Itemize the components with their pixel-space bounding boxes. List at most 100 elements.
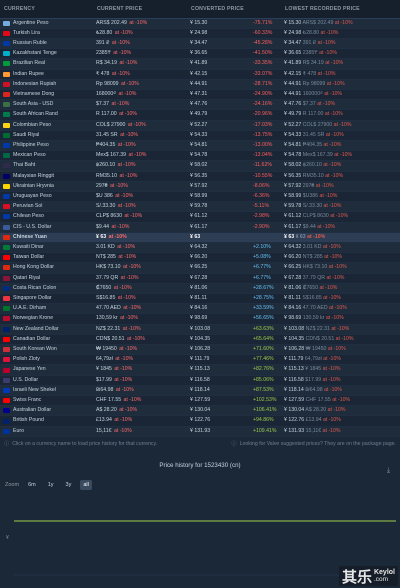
- currency-cell[interactable]: Qatari Riyal: [0, 273, 93, 284]
- currency-name-link[interactable]: Norwegian Krone: [13, 315, 54, 322]
- currency-cell[interactable]: South African Rand: [0, 109, 93, 121]
- table-row[interactable]: Kuwaiti Dinar 3.01 KD at -10% ¥ 64.32 +2.10…: [0, 242, 400, 254]
- currency-cell[interactable]: Hong Kong Dollar: [0, 262, 93, 274]
- currency-name-link[interactable]: Uruguayan Peso: [13, 192, 52, 199]
- currency-name-link[interactable]: Thai Baht: [13, 162, 36, 169]
- currency-cell[interactable]: Kazakhstani Tenge: [0, 48, 93, 60]
- currency-cell[interactable]: Argentine Peso: [0, 18, 93, 29]
- currency-name-link[interactable]: U.S. Dollar: [13, 376, 39, 383]
- table-row[interactable]: Vietnamese Dong 168000₫ at -10% ¥ 47.31 -24…: [0, 89, 400, 101]
- table-row[interactable]: New Zealand Dollar NZ$ 22.31 at -10% ¥ 103…: [0, 324, 400, 335]
- table-row[interactable]: Thai Baht ฿260.10 at -10% ¥ 58.02 -11.62% ¥ …: [0, 160, 400, 172]
- currency-cell[interactable]: Saudi Riyal: [0, 130, 93, 141]
- currency-cell[interactable]: Swiss Franc: [0, 395, 93, 407]
- currency-name-link[interactable]: Euro: [13, 427, 24, 434]
- zoom-1y-button[interactable]: 1y: [47, 481, 54, 488]
- currency-cell[interactable]: Indonesian Rupiah: [0, 79, 93, 90]
- currency-cell[interactable]: CIS - U.S. Dollar: [0, 222, 93, 233]
- currency-cell[interactable]: South Korean Won: [0, 344, 93, 356]
- currency-name-link[interactable]: Australian Dollar: [13, 407, 52, 414]
- currency-cell[interactable]: British Pound: [0, 415, 93, 427]
- currency-cell[interactable]: Polish Zloty: [0, 354, 93, 366]
- table-row[interactable]: Turkish Lira ₺28.80 at -10% ¥ 24.98 -60.33%…: [0, 28, 400, 39]
- currency-cell[interactable]: Philippine Peso: [0, 140, 93, 152]
- table-row[interactable]: Russian Ruble 391 ₽ at -10% ¥ 34.47 -45.28%…: [0, 38, 400, 50]
- price-history-chart[interactable]: ¥: [4, 495, 396, 580]
- currency-cell[interactable]: Peruvian Sol: [0, 201, 93, 213]
- currency-cell[interactable]: Kuwaiti Dinar: [0, 242, 93, 254]
- currency-cell[interactable]: New Zealand Dollar: [0, 324, 93, 335]
- currency-name-link[interactable]: U.A.E. Dirham: [13, 305, 47, 312]
- header-currency[interactable]: CURRENCY: [0, 0, 93, 19]
- currency-cell[interactable]: Malaysian Ringgit: [0, 171, 93, 182]
- zoom-all-button[interactable]: all: [80, 479, 92, 490]
- currency-name-link[interactable]: Malaysian Ringgit: [13, 172, 54, 179]
- currency-name-link[interactable]: Israeli New Shekel: [13, 386, 56, 393]
- table-row[interactable]: South African Rand R 117.00 at -10% ¥ 49.7…: [0, 109, 400, 121]
- download-icon[interactable]: ⤓: [386, 466, 391, 474]
- currency-name-link[interactable]: Vietnamese Dong: [13, 90, 55, 97]
- table-row[interactable]: Colombian Peso COL$ 27900 at -10% ¥ 52.27-…: [0, 120, 400, 131]
- table-row[interactable]: South Korean Won ₩ 19450 at -10% ¥ 106.28 +…: [0, 344, 400, 356]
- header-converted-price[interactable]: CONVERTED PRICE: [187, 0, 281, 19]
- currency-name-link[interactable]: Kuwaiti Dinar: [13, 243, 44, 250]
- header-current-price[interactable]: CURRENT PRICE: [93, 0, 187, 19]
- currency-name-link[interactable]: Peruvian Sol: [13, 203, 43, 210]
- currency-cell[interactable]: Colombian Peso: [0, 120, 93, 131]
- currency-cell[interactable]: Costa Rican Colon: [0, 283, 93, 294]
- currency-cell[interactable]: Thai Baht: [0, 160, 93, 172]
- table-row[interactable]: Taiwan Dollar NT$ 285 at -10% ¥ 66.20 +5.08…: [0, 252, 400, 264]
- currency-name-link[interactable]: Turkish Lira: [13, 29, 40, 36]
- table-row[interactable]: Argentine Peso ARS$ 202.49 at -10% ¥ 15.30…: [0, 18, 400, 29]
- table-row[interactable]: Polish Zloty 64,79zł at -10% ¥ 111.79 +77.4…: [0, 354, 400, 366]
- table-row[interactable]: Qatari Riyal 37.79 QR at -10% ¥ 67.28 +6.77…: [0, 273, 400, 284]
- currency-name-link[interactable]: Chinese Yuan: [13, 233, 47, 240]
- table-row[interactable]: Canadian Dollar CDN$ 20.51 at -10% ¥ 104.3…: [0, 334, 400, 346]
- currency-cell[interactable]: Indian Rupee: [0, 69, 93, 80]
- currency-name-link[interactable]: Chilean Peso: [13, 213, 44, 220]
- table-row[interactable]: Brazilian Real R$ 34.19 at -10% ¥ 41.89 -33…: [0, 58, 400, 70]
- currency-name-link[interactable]: Singapore Dollar: [13, 294, 52, 301]
- currency-name-link[interactable]: South Korean Won: [13, 346, 57, 352]
- currency-cell[interactable]: Ukrainian Hryvnia: [0, 181, 93, 192]
- table-row[interactable]: Japanese Yen ¥ 1845 at -10% ¥ 115.13 +82.76…: [0, 364, 400, 376]
- table-row[interactable]: British Pound £13.94 at -10% ¥ 122.76 +94.8…: [0, 415, 400, 427]
- currency-cell[interactable]: U.S. Dollar: [0, 375, 93, 386]
- table-row[interactable]: Swiss Franc CHF 17.55 at -10% ¥ 127.59 +102…: [0, 395, 400, 407]
- currency-cell[interactable]: U.A.E. Dirham: [0, 303, 93, 315]
- zoom-6m-button[interactable]: 6m: [28, 481, 36, 488]
- currency-name-link[interactable]: Argentine Peso: [13, 19, 49, 26]
- table-row[interactable]: Peruvian Sol S/.33.30 at -10% ¥ 59.78 -5.11…: [0, 201, 400, 213]
- table-row[interactable]: Uruguayan Peso $U 386 at -10% ¥ 58.99 -6.36…: [0, 191, 400, 203]
- currency-name-link[interactable]: Taiwan Dollar: [13, 254, 45, 261]
- currency-name-link[interactable]: Kazakhstani Tenge: [13, 50, 57, 57]
- currency-cell[interactable]: Taiwan Dollar: [0, 252, 93, 264]
- currency-name-link[interactable]: Qatari Riyal: [13, 274, 41, 281]
- currency-cell[interactable]: Mexican Peso: [0, 150, 93, 162]
- table-row[interactable]: Hong Kong Dollar HK$ 73.10 at -10% ¥ 66.25…: [0, 262, 400, 274]
- currency-cell[interactable]: Vietnamese Dong: [0, 89, 93, 101]
- table-row[interactable]: U.A.E. Dirham 47.70 AED at -10% ¥ 84.16 +33…: [0, 303, 400, 315]
- table-row[interactable]: Norwegian Krone 130,59 kr at -10% ¥ 98.69 +…: [0, 313, 400, 325]
- table-row[interactable]: Chilean Peso CLP$ 8630 at -10% ¥ 61.12 -2.9…: [0, 211, 400, 223]
- currency-name-link[interactable]: Russian Ruble: [13, 39, 47, 46]
- currency-cell[interactable]: Japanese Yen: [0, 364, 93, 376]
- currency-cell[interactable]: Euro: [0, 426, 93, 437]
- table-row[interactable]: Costa Rican Colon ₡7650 at -10% ¥ 81.06 +28…: [0, 283, 400, 294]
- currency-cell[interactable]: Australian Dollar: [0, 405, 93, 417]
- currency-name-link[interactable]: Costa Rican Colon: [13, 284, 57, 291]
- table-row[interactable]: Singapore Dollar S$16.85 at -10% ¥ 81.11 +2…: [0, 293, 400, 305]
- table-row[interactable]: Malaysian Ringgit RM35.10 at -10% ¥ 56.35-…: [0, 171, 400, 182]
- table-row[interactable]: Philippine Peso ₱404.35 at -10% ¥ 54.81 -13…: [0, 140, 400, 152]
- currency-name-link[interactable]: Philippine Peso: [13, 141, 49, 148]
- table-row[interactable]: Mexican Peso Mex$ 167.39 at -10% ¥ 54.78 -1…: [0, 150, 400, 162]
- currency-name-link[interactable]: Swiss Franc: [13, 397, 42, 404]
- table-row[interactable]: U.S. Dollar $17.99 at -10% ¥ 116.58 +85.06%…: [0, 375, 400, 386]
- currency-name-link[interactable]: South Asia - USD: [13, 101, 54, 108]
- currency-cell[interactable]: Canadian Dollar: [0, 334, 93, 346]
- currency-name-link[interactable]: Indonesian Rupiah: [13, 80, 57, 87]
- table-row[interactable]: Indonesian Rupiah Rp 98099 at -10% ¥ 44.91…: [0, 79, 400, 90]
- currency-name-link[interactable]: New Zealand Dollar: [13, 325, 59, 332]
- table-row[interactable]: South Asia - USD $7.37 at -10% ¥ 47.76 -24.…: [0, 99, 400, 111]
- currency-name-link[interactable]: South African Rand: [13, 111, 58, 118]
